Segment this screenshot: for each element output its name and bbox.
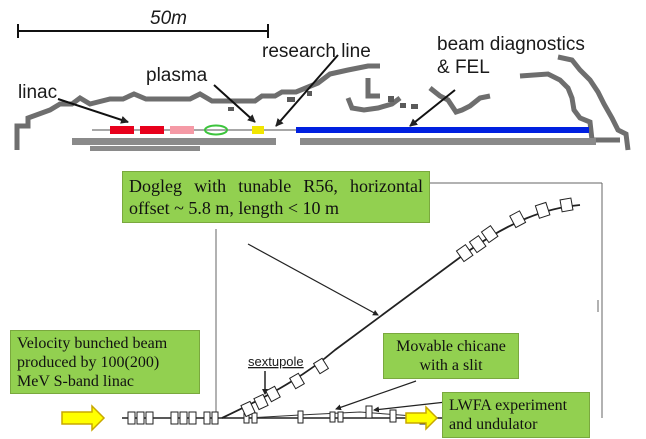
sextupole-label: sextupole <box>248 354 304 369</box>
label-beam-diagnostics: beam diagnostics <box>437 34 585 55</box>
plasma-cell <box>252 126 264 134</box>
scale-bar: 50m <box>17 8 269 38</box>
dogleg-annotation: Dogleg with tunable R56, horizontal offs… <box>122 171 430 223</box>
lwfa-annotation: LWFA experiment and undulator <box>442 392 590 438</box>
room-blocks <box>228 91 418 111</box>
chicane-line-1: Movable chicane <box>396 338 506 355</box>
building-walls <box>14 54 631 151</box>
velocity-line-1: Velocity bunched beam <box>17 335 168 352</box>
velocity-bunched-annotation: Velocity bunched beam produced by 100(20… <box>10 330 200 394</box>
scale-label: 50m <box>150 8 187 29</box>
beamline-elements <box>92 124 589 136</box>
facility-map: 50m <box>14 8 631 151</box>
beam-out-arrow <box>405 405 439 431</box>
label-plasma: plasma <box>146 65 208 86</box>
label-research-line: research line <box>262 41 371 62</box>
lwfa-line-1: LWFA experiment <box>449 397 568 414</box>
label-linac: linac <box>18 82 57 103</box>
pointer-arrows <box>247 243 447 413</box>
floor-slabs <box>72 138 596 151</box>
beamline-schematic: sextupole <box>61 182 603 432</box>
velocity-line-3: MeV S-band linac <box>17 373 135 390</box>
linac-section-3 <box>170 126 194 134</box>
label-arrows <box>57 54 456 127</box>
dogleg-magnets <box>240 197 574 418</box>
linac-quads <box>127 411 219 425</box>
plasma-ring <box>204 124 228 136</box>
guide-lines <box>215 182 603 418</box>
label-fel: & FEL <box>437 57 490 78</box>
chicane-annotation: Movable chicane with a slit <box>383 333 519 379</box>
lwfa-line-2: and undulator <box>449 416 538 433</box>
velocity-line-2: produced by 100(200) <box>17 354 160 371</box>
beam-in-arrow <box>61 404 106 432</box>
linac-section-2 <box>140 126 164 134</box>
chicane-line-2: with a slit <box>419 357 483 374</box>
linac-section-1 <box>110 126 134 134</box>
